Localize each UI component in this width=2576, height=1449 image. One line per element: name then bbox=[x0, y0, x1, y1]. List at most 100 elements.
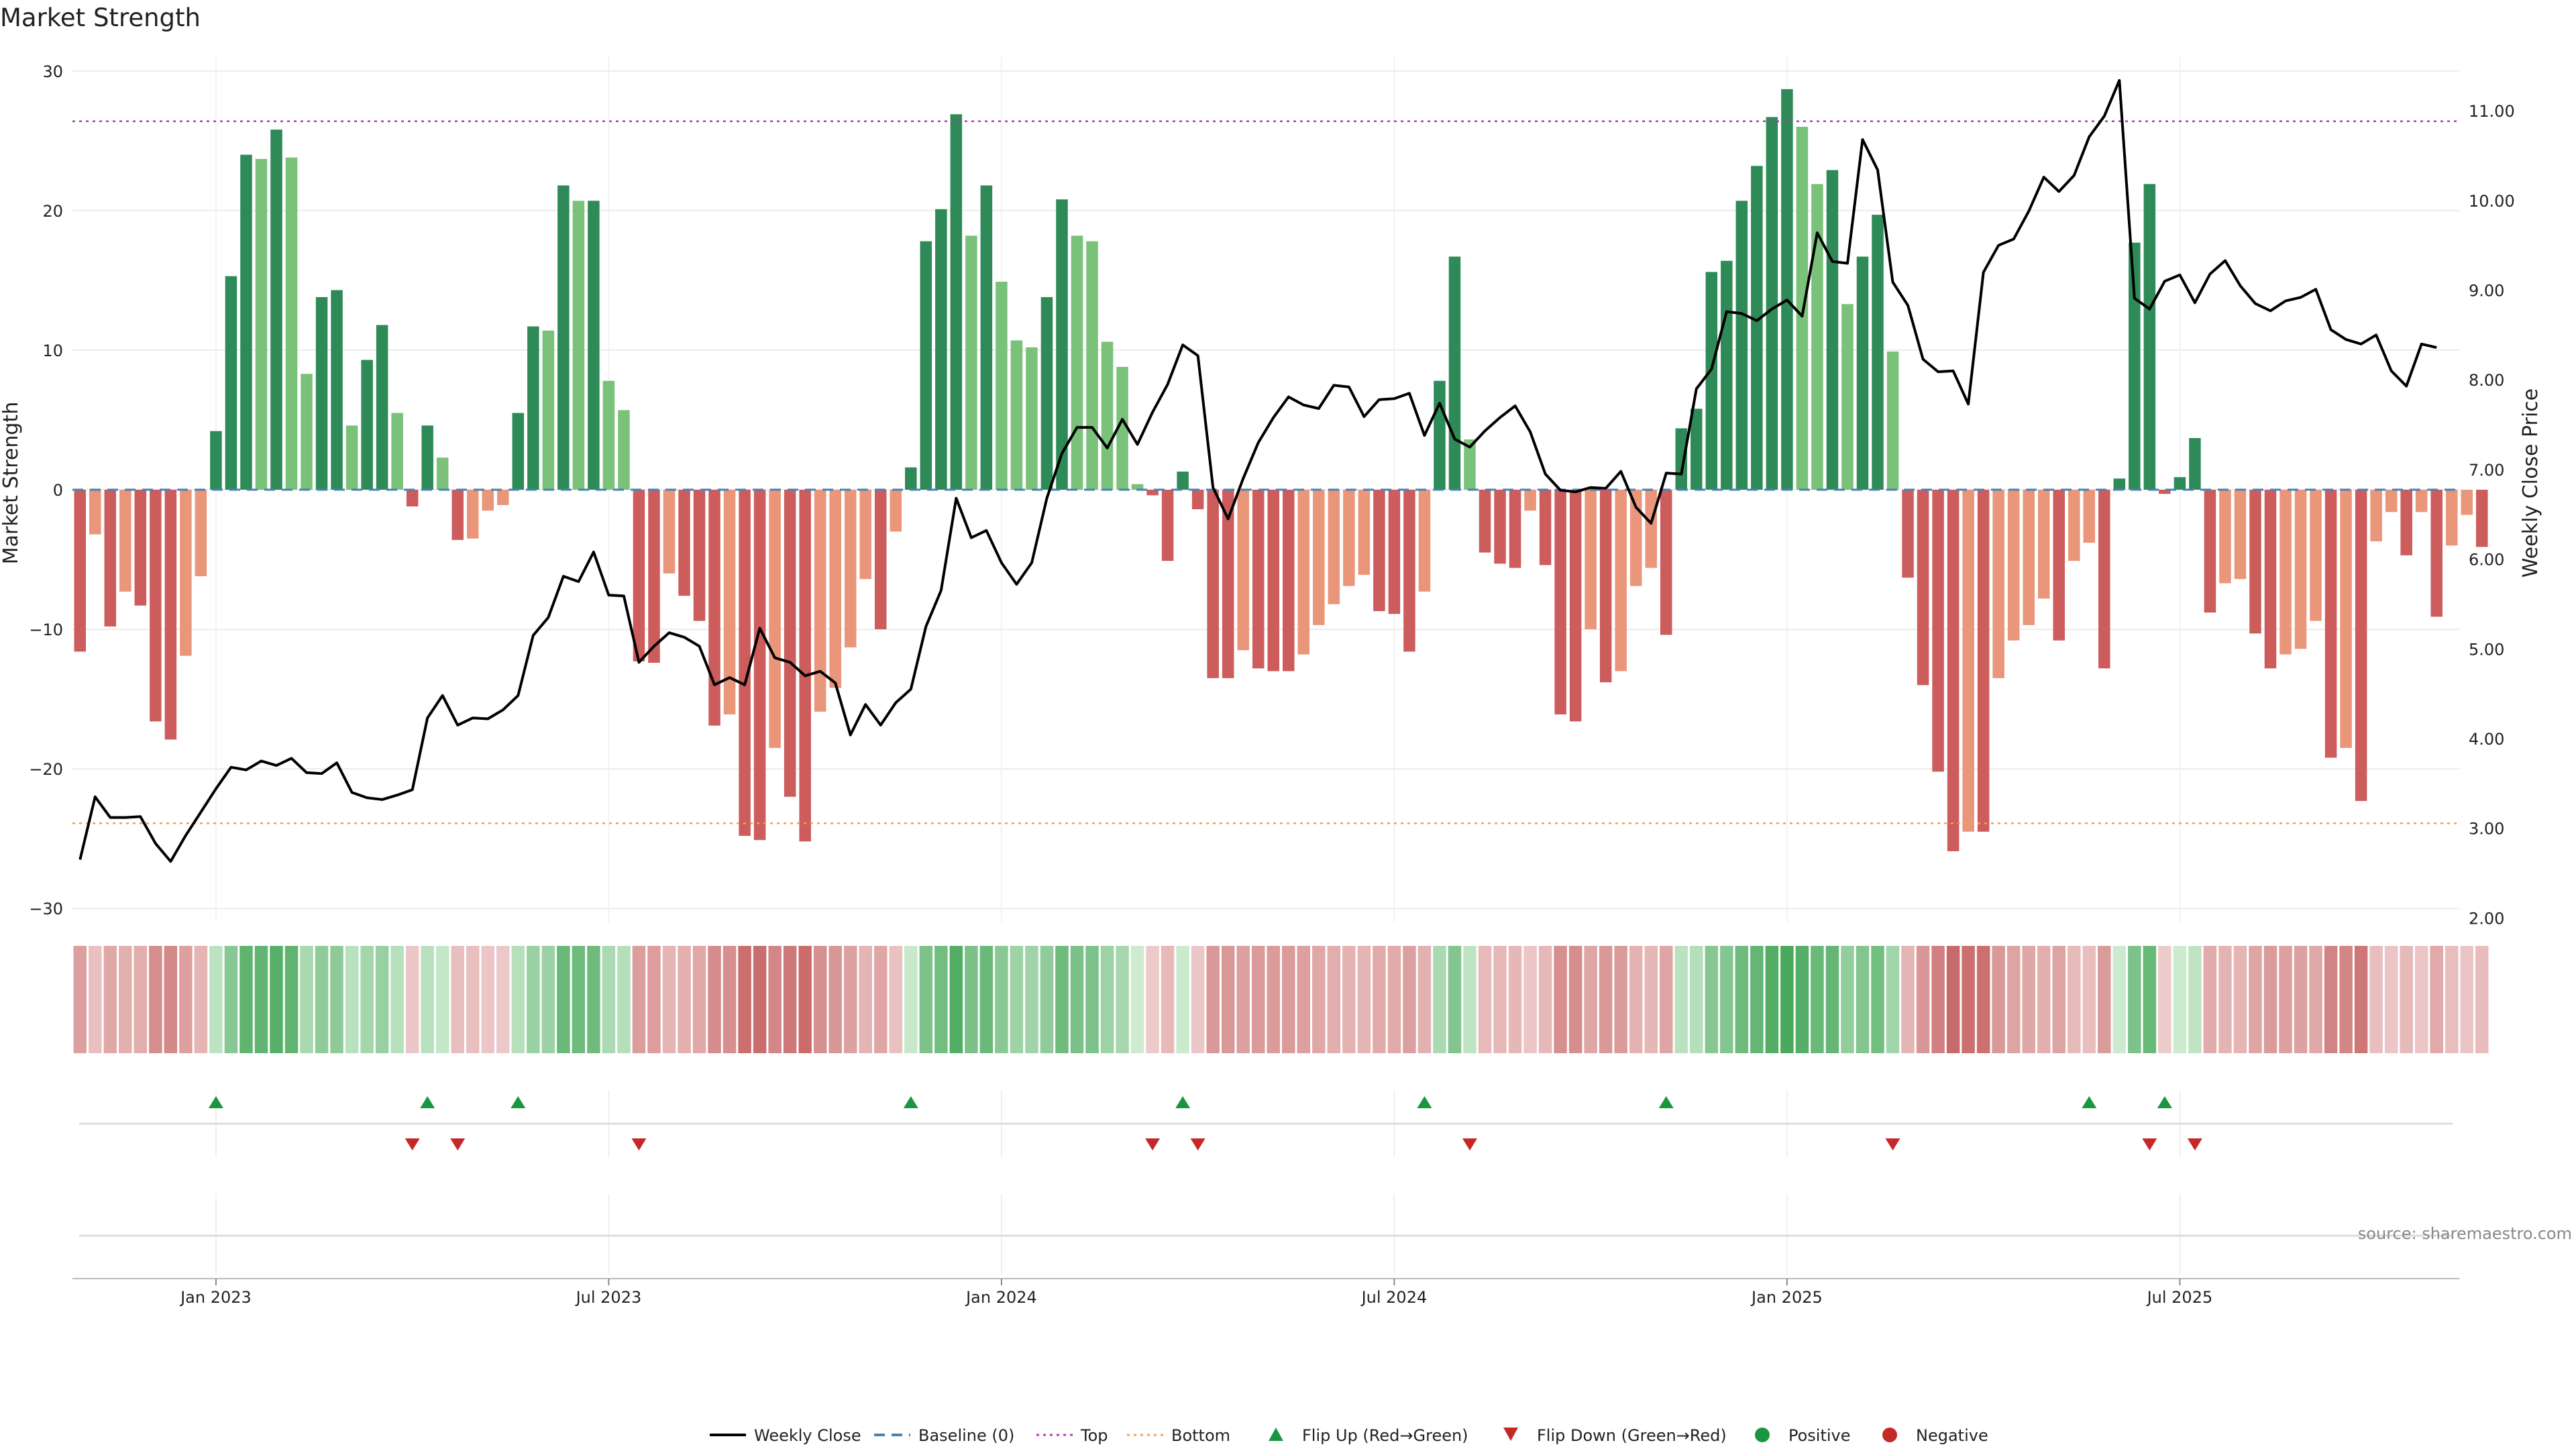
heat-cell bbox=[1825, 946, 1839, 1053]
flip-down-marker bbox=[2187, 1138, 2202, 1150]
strength-bar bbox=[1660, 490, 1672, 635]
heat-cell bbox=[828, 946, 842, 1053]
strength-bar bbox=[104, 490, 117, 627]
strength-bar bbox=[1071, 235, 1083, 490]
chart-title: Market Strength bbox=[0, 3, 201, 32]
flip-down-marker bbox=[1462, 1138, 1478, 1150]
heat-cell bbox=[1373, 946, 1386, 1053]
heat-cell bbox=[2430, 946, 2443, 1053]
strength-bar bbox=[376, 325, 388, 490]
heat-cell bbox=[330, 946, 343, 1053]
heat-cell bbox=[1659, 946, 1673, 1053]
legend-item: Top bbox=[1036, 1426, 1108, 1445]
heat-cell bbox=[617, 946, 631, 1053]
strength-bar bbox=[1026, 347, 1038, 490]
strength-bar bbox=[2113, 478, 2126, 490]
strength-bar bbox=[2037, 490, 2050, 599]
heat-cell bbox=[375, 946, 389, 1053]
heat-cell bbox=[1811, 946, 1824, 1053]
heat-cell bbox=[254, 946, 268, 1053]
heat-cell bbox=[1130, 946, 1144, 1053]
flip-down-marker bbox=[1145, 1138, 1161, 1150]
heat-cell bbox=[1282, 946, 1295, 1053]
strength-bar bbox=[1494, 490, 1506, 564]
flip-down-marker bbox=[1885, 1138, 1900, 1150]
legend-swatch-flip-down bbox=[1503, 1428, 1518, 1441]
strength-bar bbox=[844, 490, 857, 648]
strength-bar bbox=[905, 467, 917, 490]
legend-item: Baseline (0) bbox=[874, 1426, 1014, 1445]
heat-cell bbox=[1297, 946, 1311, 1053]
strength-bar bbox=[74, 490, 87, 652]
legend-label: Top bbox=[1080, 1426, 1108, 1445]
heat-cell bbox=[1100, 946, 1114, 1053]
heat-cell bbox=[315, 946, 329, 1053]
strength-bar bbox=[1796, 127, 1809, 490]
heat-cell bbox=[2203, 946, 2217, 1053]
strength-bar bbox=[996, 281, 1008, 490]
heat-cell bbox=[859, 946, 873, 1053]
left-tick-label: 20 bbox=[42, 202, 63, 221]
strength-bar bbox=[1191, 490, 1204, 510]
heat-cell bbox=[1357, 946, 1371, 1053]
legend-swatch-positive bbox=[1755, 1428, 1770, 1442]
right-tick-label: 5.00 bbox=[2469, 640, 2504, 659]
heat-cell bbox=[103, 946, 117, 1053]
strength-bar bbox=[240, 154, 252, 490]
left-axis-label: Market Strength bbox=[0, 402, 23, 564]
strength-bar bbox=[1721, 260, 1733, 490]
strength-bar bbox=[1569, 490, 1582, 722]
heat-cell bbox=[874, 946, 888, 1053]
strength-bar bbox=[2385, 490, 2398, 513]
weekly-close-line bbox=[78, 78, 2437, 863]
strength-bar bbox=[965, 235, 977, 490]
heat-cell bbox=[421, 946, 434, 1053]
right-tick-label: 7.00 bbox=[2469, 461, 2504, 480]
left-tick-label: 0 bbox=[53, 481, 63, 500]
heat-cell bbox=[2068, 946, 2081, 1053]
strength-bar bbox=[2083, 490, 2096, 543]
strength-bar bbox=[1116, 366, 1128, 490]
strength-bar bbox=[572, 201, 585, 490]
heat-cell bbox=[345, 946, 359, 1053]
strength-bar bbox=[1479, 490, 1491, 553]
heat-cell bbox=[2279, 946, 2292, 1053]
strength-bar bbox=[1313, 490, 1325, 625]
heat-cell bbox=[798, 946, 812, 1053]
strength-bar bbox=[1177, 471, 1189, 490]
legend-label: Negative bbox=[1916, 1426, 1988, 1445]
strength-bar bbox=[1645, 490, 1657, 568]
strength-bar bbox=[693, 490, 706, 621]
heat-cell bbox=[435, 946, 449, 1053]
heat-cell bbox=[1070, 946, 1084, 1053]
heat-cell bbox=[2112, 946, 2127, 1053]
heat-cell bbox=[1116, 946, 1129, 1053]
flip-down-marker bbox=[450, 1138, 466, 1150]
strength-bar bbox=[648, 490, 660, 663]
heat-cell bbox=[1387, 946, 1401, 1053]
strength-bar bbox=[1161, 490, 1174, 561]
heat-cell bbox=[1720, 946, 1733, 1053]
strength-bar bbox=[527, 326, 539, 490]
heat-cell bbox=[1705, 946, 1719, 1053]
heat-cell bbox=[194, 946, 208, 1053]
heat-cell bbox=[1146, 946, 1159, 1053]
heat-cell bbox=[768, 946, 782, 1053]
left-tick-label: −30 bbox=[29, 900, 63, 918]
strength-bar bbox=[2445, 490, 2458, 546]
strength-bar bbox=[2174, 477, 2186, 490]
strength-bar bbox=[1886, 352, 1899, 490]
heat-cell bbox=[647, 946, 661, 1053]
strength-bar bbox=[588, 201, 600, 490]
x-tick-label: Jul 2025 bbox=[2146, 1288, 2213, 1307]
heat-cell bbox=[405, 946, 419, 1053]
strength-bar bbox=[482, 490, 494, 511]
heat-cell bbox=[2354, 946, 2368, 1053]
x-tick-label: Jan 2024 bbox=[965, 1288, 1037, 1307]
heat-cell bbox=[2158, 946, 2171, 1053]
strength-bar bbox=[421, 425, 433, 490]
strength-bar bbox=[2294, 490, 2307, 649]
left-y-axis: 30 20 10 0 −10 −20 −30 bbox=[29, 62, 63, 918]
left-tick-label: −10 bbox=[29, 621, 63, 639]
heat-cell bbox=[89, 946, 102, 1053]
